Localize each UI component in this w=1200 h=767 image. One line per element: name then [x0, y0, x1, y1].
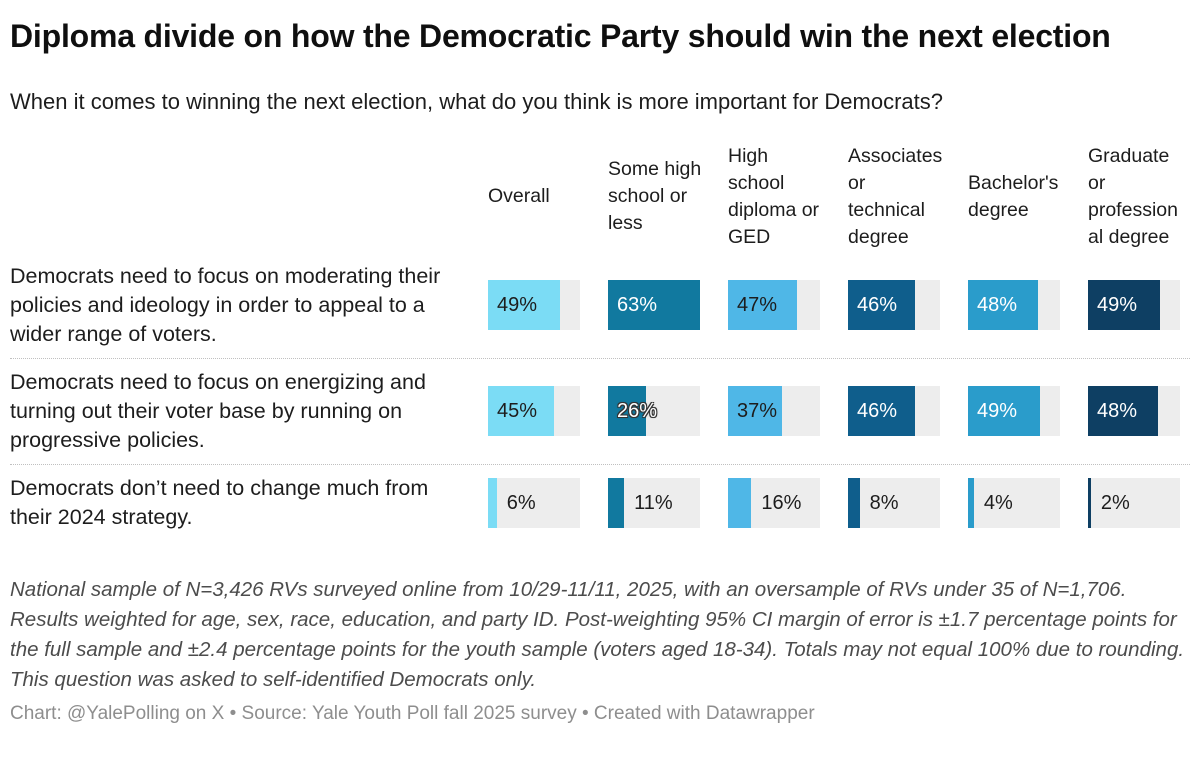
bar-cell: 2%	[1088, 477, 1200, 528]
column-headers: Overall Some high school or less High scho…	[10, 141, 1190, 253]
table-row: Democrats need to focus on moderating th…	[10, 253, 1190, 359]
bar-track: 46%	[848, 280, 940, 331]
column-header-5: Graduate or professional degree	[1088, 143, 1200, 251]
bar-cell: 26%	[608, 386, 728, 437]
bar	[728, 280, 797, 331]
bar	[848, 477, 860, 528]
bar-cell: 6%	[488, 477, 608, 528]
bar-cell: 8%	[848, 477, 968, 528]
bar	[728, 386, 783, 437]
bar	[488, 386, 554, 437]
bar	[488, 280, 560, 331]
bar-cell: 49%	[1088, 280, 1200, 331]
column-header-label: Graduate or professional degree	[1088, 144, 1178, 248]
bar-track: 48%	[968, 280, 1060, 331]
bar-value-label: 16%	[761, 491, 802, 514]
bar	[968, 280, 1039, 331]
bar	[1088, 386, 1159, 437]
bar-track: 8%	[848, 477, 940, 528]
row-label: Democrats need to focus on moderating th…	[10, 263, 441, 346]
bar-track: 26%	[608, 386, 700, 437]
bar	[1088, 477, 1091, 528]
bar-value-label: 49%	[977, 400, 1018, 423]
bar-value-label: 48%	[977, 294, 1018, 317]
bar-track: 46%	[848, 386, 940, 437]
column-header-0: Overall	[488, 183, 608, 210]
bar-value-label: 48%	[1097, 400, 1138, 423]
bar-track: 2%	[1088, 477, 1180, 528]
bar-value-label: 8%	[869, 491, 899, 514]
chart-container: Diploma divide on how the Democratic Par…	[10, 18, 1190, 724]
bar	[968, 386, 1040, 437]
bar-track: 48%	[1088, 386, 1180, 437]
bar	[968, 477, 974, 528]
bar-value-label: 37%	[737, 400, 778, 423]
table-row: Democrats need to focus on energizing an…	[10, 359, 1190, 465]
bar-cell: 48%	[968, 280, 1088, 331]
bar-value-label: 4%	[983, 491, 1013, 514]
bar-cell: 16%	[728, 477, 848, 528]
table-body: Democrats need to focus on moderating th…	[10, 253, 1190, 541]
column-header-2: High school diploma or GED	[728, 143, 848, 251]
bar-value-label: 6%	[506, 491, 536, 514]
row-label: Democrats need to focus on energizing an…	[10, 369, 426, 452]
bar-value-label: 45%	[497, 400, 538, 423]
bar-track: 49%	[1088, 280, 1180, 331]
bar-track: 16%	[728, 477, 820, 528]
chart-title: Diploma divide on how the Democratic Par…	[10, 18, 1111, 54]
column-header-label: High school diploma or GED	[728, 144, 820, 248]
column-header-3: Associates or technical degree	[848, 143, 968, 251]
bar-track: 45%	[488, 386, 580, 437]
bar-cell: 4%	[968, 477, 1088, 528]
bar-cell: 46%	[848, 386, 968, 437]
bar-value-label: 2%	[1100, 491, 1130, 514]
bar	[1088, 280, 1160, 331]
bar-table: Overall Some high school or less High scho…	[10, 141, 1190, 541]
column-header-label: Overall	[488, 185, 550, 208]
bar-value-label: 47%	[737, 294, 778, 317]
bar-track: 4%	[968, 477, 1060, 528]
footnote: National sample of N=3,426 RVs surveyed …	[10, 577, 1185, 691]
bar-value-label: 49%	[497, 294, 538, 317]
bar-cell: 63%	[608, 280, 728, 331]
bar	[728, 477, 752, 528]
bar	[848, 280, 916, 331]
table-row: Democrats don’t need to change much from…	[10, 465, 1190, 541]
bar-value-label: 46%	[857, 400, 898, 423]
column-header-4: Bachelor's degree	[968, 170, 1088, 224]
bar-cell: 47%	[728, 280, 848, 331]
bar	[608, 477, 625, 528]
column-header-label: Associates or technical degree	[848, 144, 943, 248]
column-header-1: Some high school or less	[608, 156, 728, 237]
bar-track: 49%	[488, 280, 580, 331]
bar	[488, 477, 497, 528]
bar-track: 11%	[608, 477, 700, 528]
bar-track: 49%	[968, 386, 1060, 437]
bar-track: 47%	[728, 280, 820, 331]
source-byline: Chart: @YalePolling on X • Source: Yale …	[10, 702, 815, 724]
bar	[608, 280, 700, 331]
bar-value-label: 11%	[634, 491, 673, 514]
bar-value-label: 46%	[857, 294, 898, 317]
bar-track: 63%	[608, 280, 700, 331]
column-header-label: Some high school or less	[608, 158, 702, 235]
bar	[848, 386, 916, 437]
bar-cell: 48%	[1088, 386, 1200, 437]
bar-cell: 49%	[968, 386, 1088, 437]
row-label: Democrats don’t need to change much from…	[10, 475, 429, 529]
chart-subtitle: When it comes to winning the next electi…	[10, 89, 943, 115]
bar-track: 37%	[728, 386, 820, 437]
bar-value-label: 49%	[1097, 294, 1138, 317]
bar-track: 6%	[488, 477, 580, 528]
bar-cell: 45%	[488, 386, 608, 437]
bar-cell: 11%	[608, 477, 728, 528]
bar	[608, 386, 646, 437]
bar-cell: 49%	[488, 280, 608, 331]
bar-value-label: 63%	[617, 294, 658, 317]
bar-value-label: 26%	[617, 400, 658, 423]
bar-cell: 37%	[728, 386, 848, 437]
bar-cell: 46%	[848, 280, 968, 331]
column-header-label: Bachelor's degree	[968, 171, 1059, 221]
